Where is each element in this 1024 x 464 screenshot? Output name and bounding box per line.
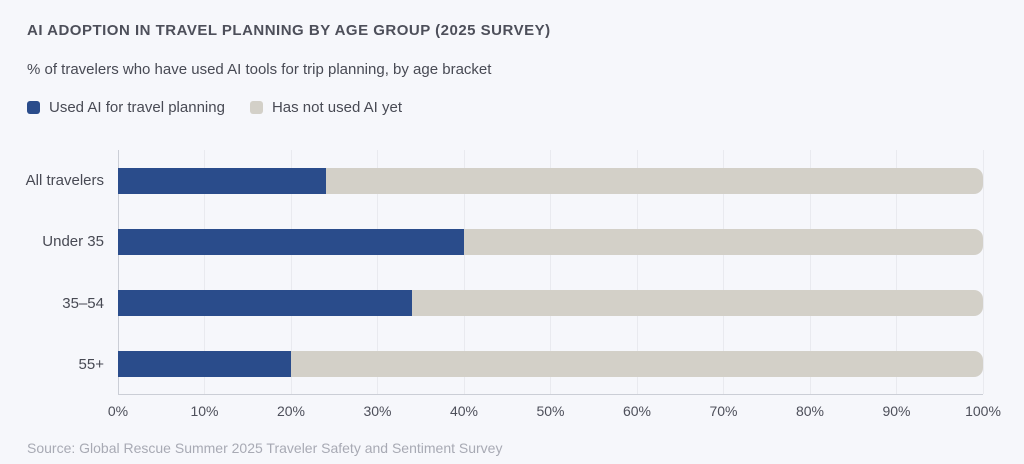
bar-row-35-54	[118, 272, 983, 333]
legend-item-used-ai: Used AI for travel planning	[27, 99, 225, 116]
category-axis: All travelers Under 35 35–54 55+	[25, 150, 118, 395]
bar-rows	[118, 150, 983, 394]
gridline-60%	[636, 150, 638, 394]
y-axis-line	[117, 150, 119, 394]
legend-swatch-not-used-ai	[249, 101, 263, 114]
gridline-80%	[809, 150, 811, 394]
bar-segment-not-used-55	[291, 350, 983, 377]
category-label-all-travelers: All travelers	[25, 172, 104, 190]
x-tick-80%: 80%	[795, 403, 825, 419]
category-label-35-54: 35–54	[62, 294, 104, 312]
legend-item-not-used-ai: Has not used AI yet	[249, 99, 403, 116]
x-tick-20%: 20%	[276, 403, 306, 419]
category-label-55: 55+	[78, 355, 104, 373]
bar-row-under-35	[118, 211, 983, 272]
x-tick-10%: 10%	[190, 403, 219, 419]
bar-segment-used-ai-all-travelers	[118, 167, 326, 194]
bar-row-55	[118, 333, 983, 394]
gridline-100%	[982, 150, 984, 394]
gridline-70%	[723, 150, 724, 394]
bar-row-all-travelers	[118, 150, 983, 211]
x-tick-0%: 0%	[107, 403, 129, 419]
x-tick-40%: 40%	[449, 403, 479, 419]
gridline-30%	[377, 150, 378, 394]
x-tick-60%: 60%	[622, 403, 652, 419]
gridline-90%	[896, 150, 897, 394]
gridline-20%	[290, 150, 292, 394]
bar-segment-used-ai-under-35	[118, 228, 464, 255]
stacked-bar-chart: All travelers Under 35 35–54 55+ 0% 10% 20% 30…	[25, 150, 1001, 419]
bar-segment-used-ai-55	[118, 350, 291, 377]
bar-track-35-54	[118, 289, 983, 316]
source-note: Source: Global Rescue Summer 2025 Travel…	[27, 440, 503, 456]
bar-segment-used-ai-35-54	[118, 289, 413, 316]
x-tick-100%: 100%	[965, 403, 1001, 419]
chart-title: AI ADOPTION IN TRAVEL PLANNING BY AGE GR…	[27, 22, 551, 39]
bar-track-under-35	[118, 228, 983, 255]
legend-label-not-used-ai: Has not used AI yet	[271, 99, 403, 116]
gridline-50%	[550, 150, 551, 394]
legend: Used AI for travel planning Has not used …	[27, 99, 983, 116]
legend-label-used-ai: Used AI for travel planning	[49, 99, 225, 116]
bar-segment-not-used-all-travelers	[325, 167, 983, 194]
bar-segment-not-used-35-54	[412, 289, 983, 316]
gridline-40%	[463, 150, 465, 394]
category-label-under-35: Under 35	[42, 233, 104, 251]
x-tick-30%: 30%	[363, 403, 392, 419]
legend-swatch-used-ai	[27, 101, 40, 114]
x-axis: 0% 10% 20% 30% 40% 50% 60% 70% 80% 90% 100%	[108, 394, 1001, 420]
plot-area: 0% 10% 20% 30% 40% 50% 60% 70% 80% 90% 100%	[108, 150, 1001, 419]
gridlines	[117, 150, 984, 394]
bar-track-all-travelers	[118, 167, 983, 194]
x-tick-70%: 70%	[709, 403, 738, 419]
bar-track-55	[118, 350, 983, 377]
bar-segment-not-used-under-35	[464, 228, 983, 255]
x-tick-50%: 50%	[536, 403, 565, 419]
chart-subtitle: % of travelers who have used AI tools fo…	[27, 61, 492, 78]
x-tick-90%: 90%	[882, 403, 911, 419]
gridline-10%	[204, 150, 205, 394]
